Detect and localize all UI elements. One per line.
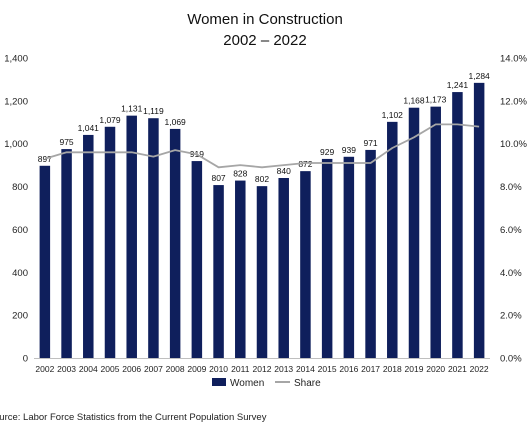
- bar: [169, 128, 181, 358]
- bar: [39, 165, 51, 358]
- x-tick-label: 2004: [79, 364, 98, 374]
- bar-data-label: 872: [298, 159, 312, 169]
- x-tick-label: 2007: [144, 364, 163, 374]
- x-tick-label: 2005: [101, 364, 120, 374]
- bar-data-label: 1,069: [165, 117, 187, 127]
- y-tick-label: 1,400: [4, 54, 28, 65]
- bar: [235, 180, 246, 358]
- x-tick-label: 2010: [209, 364, 228, 374]
- bar: [213, 185, 224, 358]
- x-tick-label: 2008: [166, 364, 185, 374]
- bar: [191, 161, 203, 358]
- bar-data-label: 1,119: [143, 106, 164, 116]
- chart-title-line-1: Women in Construction: [187, 11, 343, 28]
- y2-tick-label: 10.0%: [500, 139, 527, 150]
- x-tick-label: 2017: [361, 364, 380, 374]
- bar: [408, 107, 420, 358]
- bar: [61, 149, 72, 358]
- y2-tick-label: 4.0%: [500, 268, 522, 279]
- x-tick-label: 2011: [231, 364, 250, 374]
- y2-tick-label: 6.0%: [500, 225, 522, 236]
- bar-data-label: 1,168: [403, 96, 425, 106]
- bar-data-label: 929: [320, 147, 334, 157]
- x-tick-label: 2009: [187, 364, 206, 374]
- source-note: ource: Labor Force Statistics from the C…: [0, 412, 267, 423]
- bar: [83, 134, 94, 358]
- line-series-share: [44, 123, 480, 169]
- bar-data-label: 840: [277, 166, 291, 176]
- y2-tick-label: 2.0%: [500, 311, 522, 322]
- x-tick-label: 2006: [122, 364, 141, 374]
- x-tick-label: 2014: [296, 364, 315, 374]
- bar: [365, 149, 376, 358]
- x-tick-label: 2020: [426, 364, 445, 374]
- bar-data-label: 1,284: [469, 71, 491, 81]
- chart: Women in Construction 2002 – 2022 020040…: [4, 11, 527, 389]
- x-tick-label: 2015: [318, 364, 337, 374]
- bar-data-label: 1,173: [425, 95, 447, 105]
- bar: [430, 106, 441, 359]
- legend-share-label: Share: [294, 378, 321, 389]
- bar: [126, 115, 137, 359]
- y-tick-label: 200: [12, 311, 28, 322]
- legend-women-label: Women: [230, 378, 264, 389]
- bar-data-label: 975: [59, 137, 73, 147]
- x-tick-label: 2002: [35, 364, 54, 374]
- bar-data-label: 1,241: [447, 80, 469, 90]
- bar: [256, 186, 268, 358]
- bar-data-label: 1,102: [382, 110, 404, 120]
- x-tick-label: 2019: [405, 364, 424, 374]
- chart-title-line-2: 2002 – 2022: [223, 32, 306, 49]
- share-line: [44, 123, 480, 169]
- y-axis-left: 0 200 400 600 800 1,000 1,200 1,400: [4, 54, 28, 365]
- legend: Women Share: [212, 378, 321, 389]
- x-tick-label: 2021: [448, 364, 467, 374]
- x-axis: 2002 2003 2004 2005 2006 2007 2008 2009 2010 2011…: [34, 358, 490, 374]
- bar-data-label: 939: [342, 145, 356, 155]
- bar: [473, 82, 485, 358]
- bar: [387, 121, 398, 358]
- y-tick-label: 600: [12, 225, 28, 236]
- bar-data-label: 828: [233, 169, 247, 179]
- x-tick-label: 2003: [57, 364, 76, 374]
- bar-data-label: 802: [255, 174, 269, 184]
- x-tick-label: 2013: [274, 364, 293, 374]
- bar-data-label: 1,079: [99, 115, 121, 125]
- y2-tick-label: 8.0%: [500, 182, 522, 193]
- bar-data-label: 971: [363, 138, 377, 148]
- x-tick-label: 2022: [470, 364, 489, 374]
- bar: [321, 158, 333, 358]
- y2-tick-label: 14.0%: [500, 54, 527, 65]
- y-tick-label: 800: [12, 182, 28, 193]
- y-tick-label: 1,200: [4, 96, 28, 107]
- bar-data-label: 1,131: [121, 104, 143, 114]
- x-tick-label: 2012: [253, 364, 272, 374]
- bar: [343, 156, 355, 358]
- x-tick-label: 2016: [339, 364, 358, 374]
- bar: [148, 118, 159, 358]
- bar: [104, 126, 116, 359]
- bar-series-women: [39, 82, 485, 359]
- y-tick-label: 0: [23, 354, 28, 365]
- y2-tick-label: 12.0%: [500, 96, 527, 107]
- bar-data-label: 807: [211, 173, 225, 183]
- bar: [278, 178, 289, 358]
- bar: [300, 171, 311, 358]
- bar: [452, 92, 463, 359]
- y-tick-label: 1,000: [4, 139, 28, 150]
- bar-data-label: 1,041: [78, 123, 100, 133]
- y2-tick-label: 0.0%: [500, 354, 522, 365]
- y-axis-right: 0.0% 2.0% 4.0% 6.0% 8.0% 10.0% 12.0% 14.0%: [500, 54, 527, 365]
- legend-women-swatch: [212, 378, 226, 386]
- y-tick-label: 400: [12, 268, 28, 279]
- x-tick-label: 2018: [383, 364, 402, 374]
